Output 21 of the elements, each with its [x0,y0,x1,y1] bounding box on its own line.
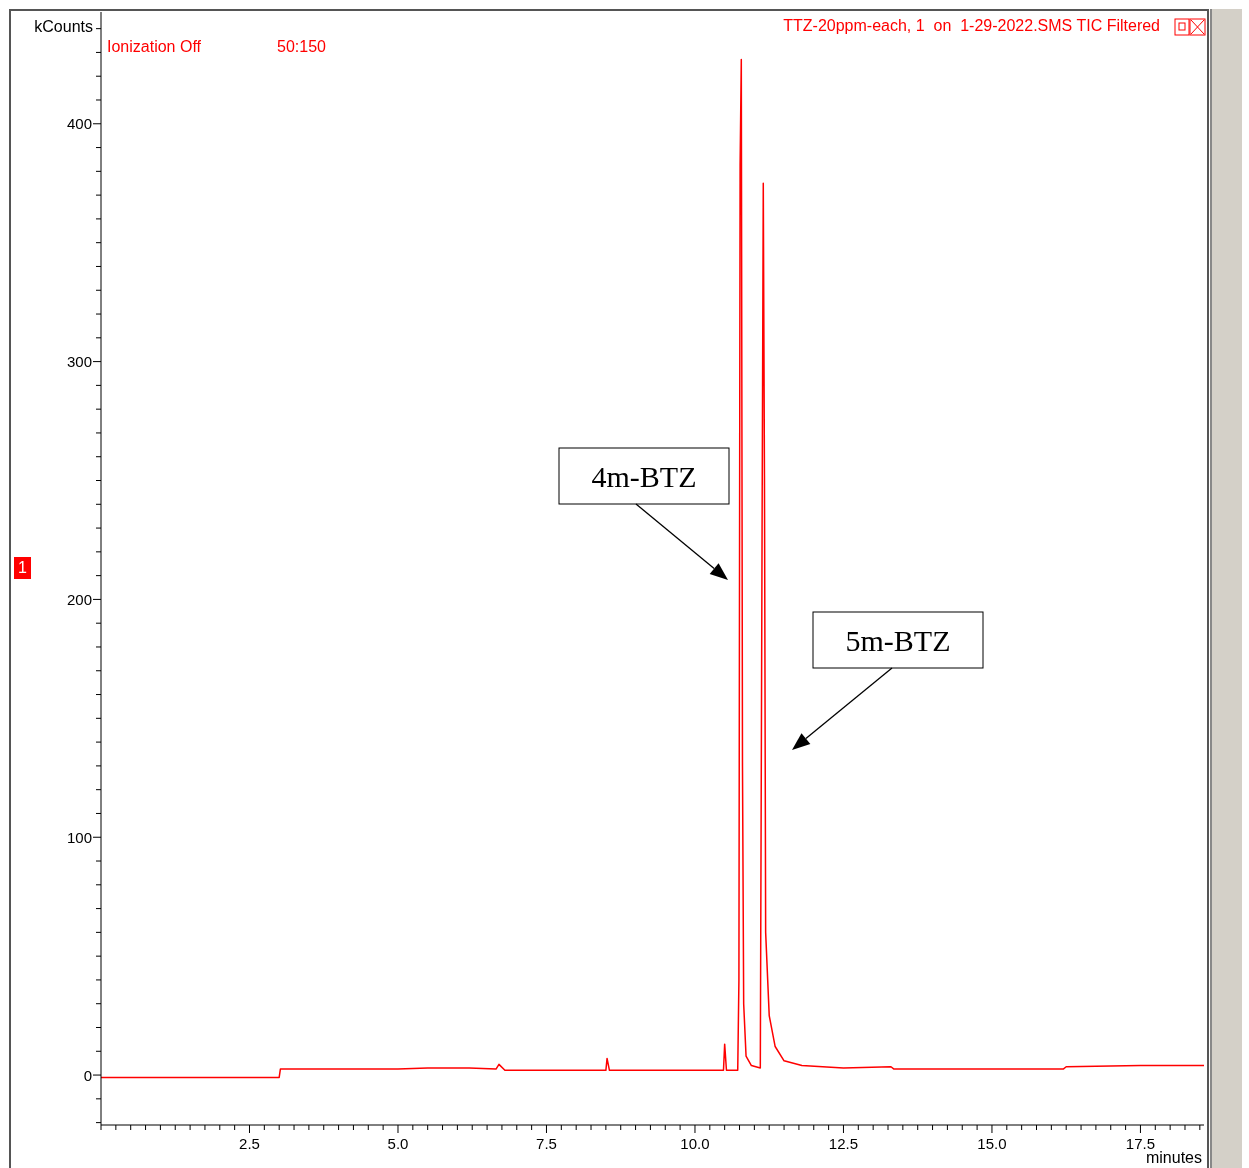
x-tick-label: 15.0 [977,1135,1007,1152]
annotation: 50:150 [277,38,326,56]
y-tick-label: 100 [66,828,92,846]
annotation: 4m-BTZ [591,460,697,493]
x-axis-title: minutes [1145,1149,1202,1167]
chart-title: TTZ-20ppm-each, 1 on 1-29-2022.SMS TIC Filtered [783,17,1160,35]
x-tick-label: 17.5 [1125,1135,1156,1152]
x-tick-label: 5.0 [387,1135,409,1152]
x-tick-label: 7.5 [536,1135,557,1152]
x-tick-label: 12.5 [828,1135,859,1152]
annotation: Ionization Off [107,38,201,56]
line-series [101,58,1204,1079]
y-tick-label: 0 [83,1066,92,1084]
y-tick-label: 400 [66,115,92,133]
text: 1 [14,557,31,579]
y-tick-label: 300 [66,353,92,371]
annotation: 5m-BTZ [845,624,951,657]
y-axis-title: kCounts [34,18,93,36]
x-tick-label: 2.5 [239,1135,260,1152]
y-tick-label: 200 [66,590,92,608]
x-tick-label: 10.0 [680,1135,710,1152]
